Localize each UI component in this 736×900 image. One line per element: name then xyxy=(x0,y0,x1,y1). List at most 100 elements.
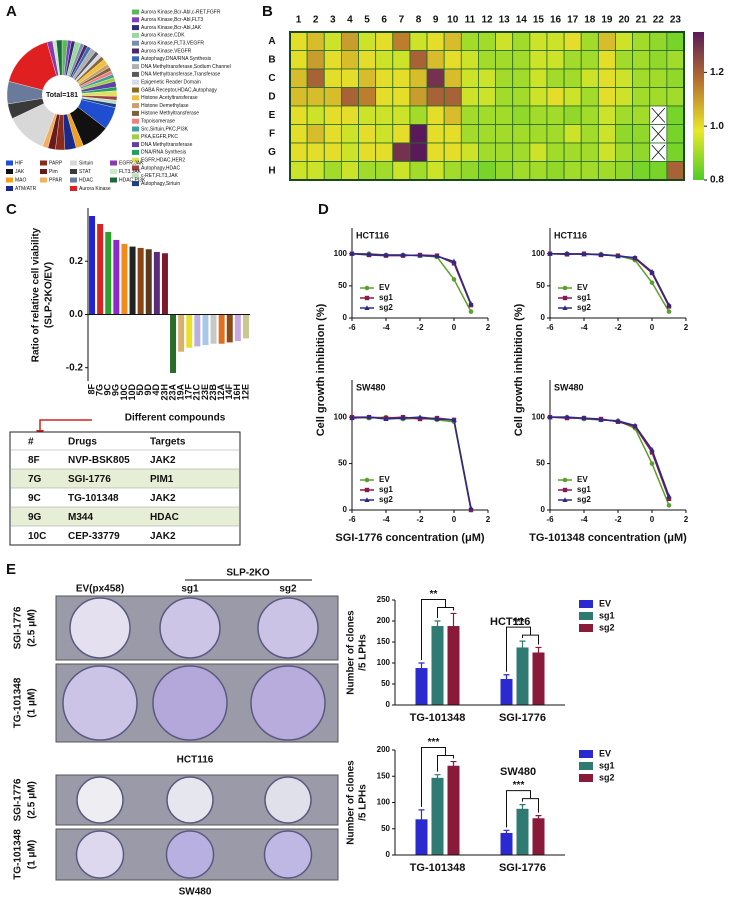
marker xyxy=(364,477,370,483)
heat-cell xyxy=(563,50,582,70)
legend-label: PARP xyxy=(49,160,63,166)
column-label: 22 xyxy=(653,15,665,26)
column-label: sg2 xyxy=(279,584,297,595)
pie-center-label: Total=181 xyxy=(46,92,78,99)
heat-cell xyxy=(426,124,445,144)
legend-swatch xyxy=(132,126,139,132)
legend-label: EV xyxy=(577,475,588,484)
heat-cell xyxy=(306,124,325,144)
legend-swatch xyxy=(132,48,139,54)
marker xyxy=(417,414,423,420)
heat-cell xyxy=(512,50,531,70)
heat-cell xyxy=(666,161,685,181)
legend-swatch xyxy=(70,177,77,183)
heat-cell xyxy=(563,161,582,181)
marker xyxy=(366,251,372,257)
x-tick-label: -2 xyxy=(416,323,424,332)
legend-swatch xyxy=(132,25,139,31)
chart-title: HCT116 xyxy=(554,230,587,240)
error-bar xyxy=(418,809,425,829)
heat-cell xyxy=(340,50,359,70)
marker xyxy=(649,450,655,455)
chart-title: SW480 xyxy=(500,766,536,778)
error-bar xyxy=(450,612,457,639)
marker xyxy=(451,277,457,282)
heat-cell xyxy=(649,50,668,70)
column-label: 14 xyxy=(516,15,528,26)
legend-swatch xyxy=(6,177,13,183)
legend-label: FLT3,JAK xyxy=(119,169,142,175)
row-label: TG-101348 xyxy=(13,829,24,880)
well xyxy=(62,665,138,741)
x-tick-label: 7G xyxy=(95,384,105,396)
legend-swatch xyxy=(70,169,77,174)
y-tick-label: 100 xyxy=(377,798,391,807)
marker xyxy=(364,285,370,291)
bar xyxy=(500,832,513,855)
table-cell: SGI-1776 xyxy=(68,474,111,485)
x-tick-label: 23E xyxy=(200,384,210,400)
panel-letter: D xyxy=(318,201,329,218)
heat-cell xyxy=(597,87,616,107)
column-label: 20 xyxy=(618,15,630,26)
heat-cell xyxy=(358,124,377,144)
y-tick-label: 150 xyxy=(377,637,391,646)
column-label: 7 xyxy=(399,15,405,26)
heat-cell xyxy=(615,50,634,70)
cross xyxy=(651,107,666,123)
x-tick-label: -4 xyxy=(580,515,588,524)
x-axis-label: TG-101348 concentration (μM) xyxy=(529,532,687,544)
legend-swatch xyxy=(70,160,77,166)
well xyxy=(159,597,221,659)
heat-cell xyxy=(426,31,445,51)
heat-cell xyxy=(478,105,496,125)
marker xyxy=(364,295,370,301)
heat-cell xyxy=(358,161,377,181)
y-tick-label: 250 xyxy=(377,595,391,604)
bar xyxy=(178,314,185,352)
row-label: H xyxy=(268,165,275,176)
significance-label: *** xyxy=(428,737,440,748)
heat-cell xyxy=(323,142,342,162)
y-tick-label: -0.2 xyxy=(66,362,84,373)
x-tick-label: 4D xyxy=(151,384,161,396)
bar xyxy=(234,314,241,342)
x-tick-label: 12E xyxy=(240,384,250,400)
x-tick-label: -4 xyxy=(382,515,390,524)
table-header: # xyxy=(28,437,34,448)
x-tick-label: 23B xyxy=(208,384,218,401)
heat-cell xyxy=(632,105,651,125)
heat-cell xyxy=(340,31,359,51)
heat-cell xyxy=(460,87,479,107)
table-cell: 7G xyxy=(28,474,42,485)
row-label: D xyxy=(268,91,275,102)
legend-label: sg2 xyxy=(379,495,393,504)
bar xyxy=(186,314,193,348)
heat-cell xyxy=(306,50,325,70)
bar xyxy=(415,819,428,855)
heat-cell xyxy=(632,124,651,144)
heat-cell xyxy=(580,87,599,107)
column-label: 16 xyxy=(550,15,562,26)
heat-cell xyxy=(426,161,445,181)
heat-cell xyxy=(323,124,342,144)
heat-cell xyxy=(563,31,582,51)
heat-cell xyxy=(495,124,514,144)
heat-cell xyxy=(529,68,548,88)
legend-label: DNA Methyltransferase xyxy=(141,142,193,148)
column-label: 23 xyxy=(670,15,682,26)
legend-swatch xyxy=(6,186,13,191)
heat-cell xyxy=(563,68,582,88)
heat-cell xyxy=(289,50,308,70)
x-tick-label: 9D xyxy=(143,384,153,396)
heat-cell xyxy=(478,50,496,70)
error-bar xyxy=(519,804,526,813)
heat-cell xyxy=(666,105,685,125)
bar xyxy=(113,239,120,315)
heat-cell xyxy=(358,68,377,88)
heat-cell xyxy=(443,87,462,107)
y-tick-label: 50 xyxy=(381,824,390,833)
legend-label: Aurora Kinase,Bcr-Abl,JAK xyxy=(141,25,202,31)
y-axis-label: Number of clones xyxy=(346,760,357,845)
legend-label: EV xyxy=(599,748,611,758)
